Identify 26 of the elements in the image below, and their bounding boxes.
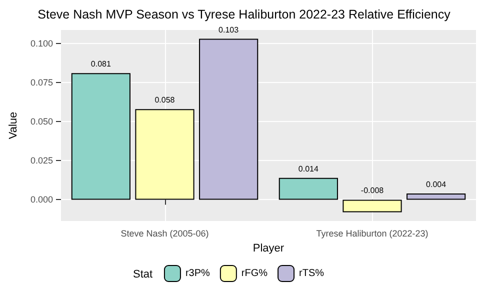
data-label: -0.008 [360,186,384,196]
bar [199,38,258,200]
y-tick-label: 0.075 [30,78,53,88]
bar [278,178,338,200]
legend-title: Stat [133,268,153,280]
data-label: 0.058 [154,96,176,105]
x-axis-title: Player [252,242,284,254]
bar [406,193,466,200]
data-label: 0.014 [298,164,319,174]
bar [135,109,194,200]
legend-label: r3P% [185,268,210,279]
chart-title: Steve Nash MVP Season vs Tyrese Haliburton 2022-23 Relative Efficiency [38,8,452,22]
y-tick-label: 0.100 [30,38,53,48]
bar [342,200,402,212]
legend-label: rFG% [241,268,268,279]
data-label: 0.004 [426,180,447,189]
y-axis-title: Value [8,112,20,140]
y-tick-label: 0.050 [30,116,53,127]
data-label: 0.103 [218,25,240,34]
data-label: 0.081 [90,60,112,69]
x-tick-label: Steve Nash (2005-06) [120,228,209,238]
x-tick-label: Tyrese Haliburton (2022-23) [316,228,428,238]
bar [71,73,130,200]
y-tick-label: 0.000 [30,194,53,205]
y-tick-label: 0.025 [30,156,53,166]
legend-label: rTS% [299,268,324,279]
